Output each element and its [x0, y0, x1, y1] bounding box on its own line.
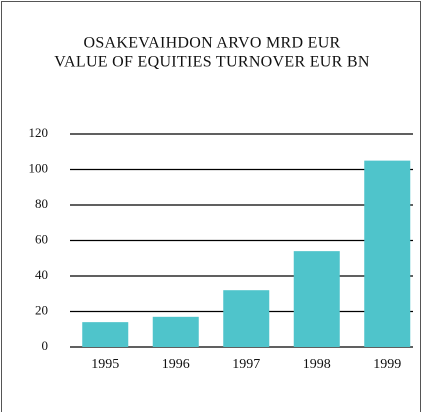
bar: [82, 322, 129, 347]
y-tick-label: 80: [35, 196, 48, 211]
x-tick-label: 1997: [232, 357, 260, 372]
bar: [364, 160, 411, 347]
y-tick-label: 60: [35, 231, 48, 246]
x-tick-label: 1999: [373, 357, 401, 372]
chart-subtitle: VALUE OF EQUITIES TURNOVER EUR BN: [54, 54, 370, 71]
y-tick-label: 20: [35, 302, 48, 317]
y-tick-label: 100: [29, 160, 49, 175]
y-tick-label: 0: [42, 338, 49, 353]
bar: [152, 316, 199, 347]
bar: [223, 290, 270, 347]
chart-title: OSAKEVAIHDON ARVO MRD EUR: [83, 35, 340, 52]
x-tick-label: 1998: [303, 357, 331, 372]
x-tick-label: 1996: [162, 357, 190, 372]
bar: [293, 251, 340, 347]
y-tick-label: 120: [29, 125, 49, 140]
x-tick-label: 1995: [91, 357, 119, 372]
y-tick-label: 40: [35, 267, 48, 282]
